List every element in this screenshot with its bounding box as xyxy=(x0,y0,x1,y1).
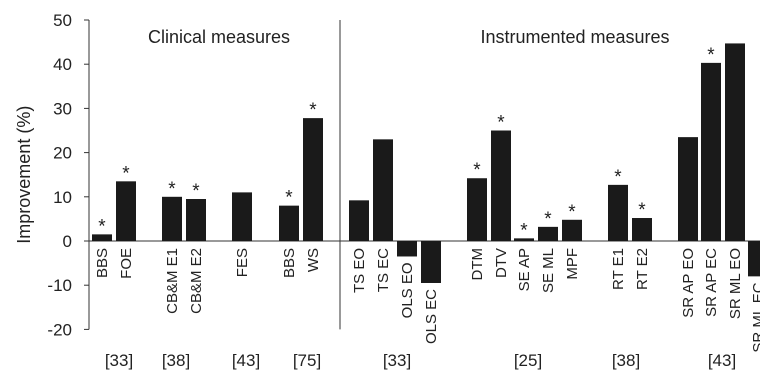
significance-star: * xyxy=(638,200,646,221)
significance-star: * xyxy=(192,181,200,202)
y-tick-label: 30 xyxy=(53,99,72,118)
y-tick-label: -20 xyxy=(47,320,72,339)
bar xyxy=(608,184,628,241)
bar xyxy=(162,196,182,241)
y-tick-label: 50 xyxy=(53,11,72,30)
bar xyxy=(562,219,582,241)
bar-label: SE ML xyxy=(540,248,557,293)
bar xyxy=(186,199,206,241)
bar-label: SR ML EC xyxy=(750,282,760,352)
bar-label: FOE xyxy=(118,248,135,279)
bar-label: CB&M E2 xyxy=(188,248,205,314)
bar xyxy=(303,118,323,241)
y-tick-label: 40 xyxy=(53,55,72,74)
bar xyxy=(538,226,558,241)
bar xyxy=(349,200,369,241)
bar-label: TS EC xyxy=(375,248,392,292)
significance-star: * xyxy=(168,179,176,200)
bar-label: OLS EC xyxy=(423,289,440,344)
significance-star: * xyxy=(309,100,317,121)
bar-label: TS EO xyxy=(351,248,368,293)
reference-label: [33] xyxy=(105,351,133,370)
significance-star: * xyxy=(122,163,130,184)
y-tick-label: 10 xyxy=(53,188,72,207)
significance-star: * xyxy=(497,113,505,134)
reference-label: [25] xyxy=(514,351,542,370)
significance-star: * xyxy=(707,45,715,66)
bar xyxy=(632,218,652,241)
bar xyxy=(725,43,745,242)
region-label: Instrumented measures xyxy=(480,27,669,47)
bar-label: RT E2 xyxy=(634,248,651,290)
bar xyxy=(232,192,252,241)
bar xyxy=(92,234,112,241)
bar-label: SE AP xyxy=(516,248,533,291)
bar xyxy=(467,178,487,241)
significance-star: * xyxy=(98,216,106,237)
significance-star: * xyxy=(544,209,552,230)
bar xyxy=(514,238,534,241)
bar-label: MPF xyxy=(564,248,581,280)
bar-label: BBS xyxy=(94,248,111,278)
bar xyxy=(491,130,511,241)
bar xyxy=(678,137,698,241)
reference-label: [38] xyxy=(612,351,640,370)
bar-label: DTV xyxy=(493,248,510,278)
region-label: Clinical measures xyxy=(148,27,290,47)
significance-star: * xyxy=(285,188,293,209)
reference-label: [38] xyxy=(162,351,190,370)
bar-label: FES xyxy=(234,248,251,277)
bar-label: SR AP EC xyxy=(703,248,720,317)
reference-label: [75] xyxy=(293,351,321,370)
bar-label: OLS EO xyxy=(399,262,416,318)
significance-star: * xyxy=(473,160,481,181)
bar-label: SR ML EO xyxy=(727,248,744,319)
bar xyxy=(116,181,136,241)
bar xyxy=(373,139,393,241)
reference-label: [33] xyxy=(383,351,411,370)
bar-label: DTM xyxy=(469,248,486,281)
bar xyxy=(421,241,441,283)
bar-label: BBS xyxy=(281,248,298,278)
significance-star: * xyxy=(520,220,528,241)
reference-label: [43] xyxy=(232,351,260,370)
bar-label: CB&M E1 xyxy=(164,248,181,314)
y-tick-label: 20 xyxy=(53,144,72,163)
bar-label: RT E1 xyxy=(610,248,627,290)
reference-label: [43] xyxy=(708,351,736,370)
y-tick-label: 0 xyxy=(63,232,72,251)
significance-star: * xyxy=(568,202,576,223)
bar xyxy=(748,241,760,277)
bar xyxy=(279,205,299,241)
y-axis-title: Improvement (%) xyxy=(14,106,34,244)
bar-label: WS xyxy=(305,248,322,272)
significance-star: * xyxy=(614,167,622,188)
bar xyxy=(701,62,721,242)
bar-label: SR AP EO xyxy=(680,248,697,318)
bar xyxy=(397,241,417,257)
y-tick-label: -10 xyxy=(47,276,72,295)
